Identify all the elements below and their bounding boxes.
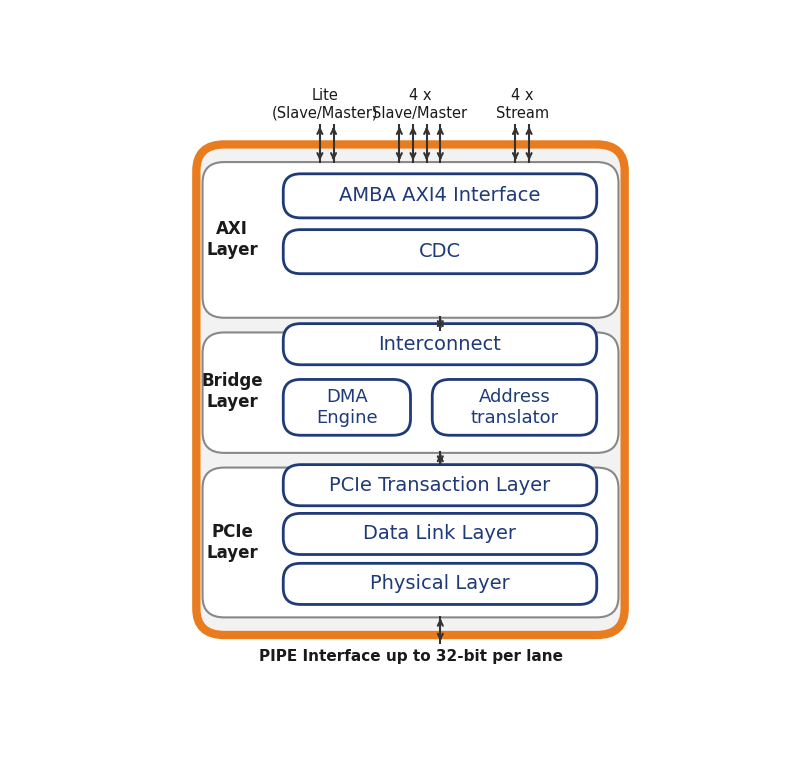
FancyBboxPatch shape [433,379,597,435]
Text: Physical Layer: Physical Layer [370,575,510,594]
FancyBboxPatch shape [203,333,618,453]
Text: AMBA AXI4 Interface: AMBA AXI4 Interface [340,186,541,205]
FancyBboxPatch shape [284,324,597,365]
Text: 4 x
Slave/Master: 4 x Slave/Master [372,89,468,121]
Text: Data Link Layer: Data Link Layer [364,524,517,543]
FancyBboxPatch shape [284,174,597,218]
FancyBboxPatch shape [284,230,597,274]
FancyBboxPatch shape [196,144,625,635]
FancyBboxPatch shape [203,162,618,317]
Text: PCIe
Layer: PCIe Layer [207,523,258,562]
FancyBboxPatch shape [284,465,597,506]
Text: DMA
Engine: DMA Engine [316,388,378,427]
FancyBboxPatch shape [203,468,618,617]
Text: CDC: CDC [419,242,461,261]
FancyBboxPatch shape [284,563,597,604]
FancyBboxPatch shape [284,379,410,435]
Text: 4 x
Stream: 4 x Stream [496,89,549,121]
Text: AXI
Layer: AXI Layer [207,221,258,259]
FancyBboxPatch shape [284,513,597,555]
Text: Lite
(Slave/Master): Lite (Slave/Master) [272,89,379,121]
Text: Bridge
Layer: Bridge Layer [202,372,264,410]
Text: PIPE Interface up to 32-bit per lane: PIPE Interface up to 32-bit per lane [259,649,562,665]
Text: Address
translator: Address translator [470,388,558,427]
Text: Interconnect: Interconnect [379,335,501,354]
Text: PCIe Transaction Layer: PCIe Transaction Layer [329,475,550,494]
